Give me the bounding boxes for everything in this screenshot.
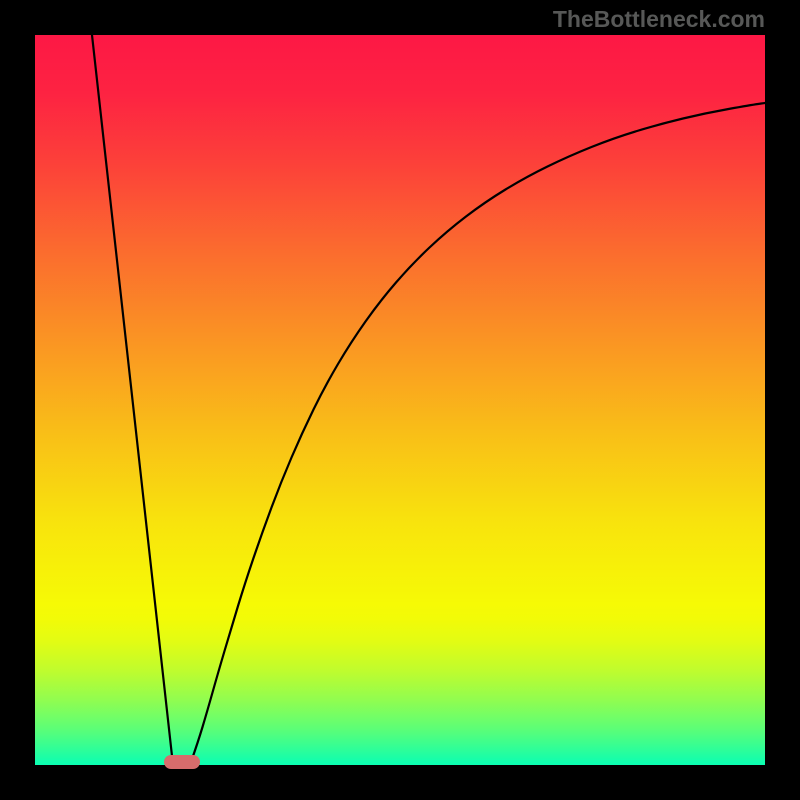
bottleneck-curve	[35, 35, 765, 765]
plot-area	[35, 35, 765, 765]
watermark-label: TheBottleneck.com	[553, 6, 765, 33]
chart-container: TheBottleneck.com	[0, 0, 800, 800]
optimum-marker	[164, 755, 200, 769]
